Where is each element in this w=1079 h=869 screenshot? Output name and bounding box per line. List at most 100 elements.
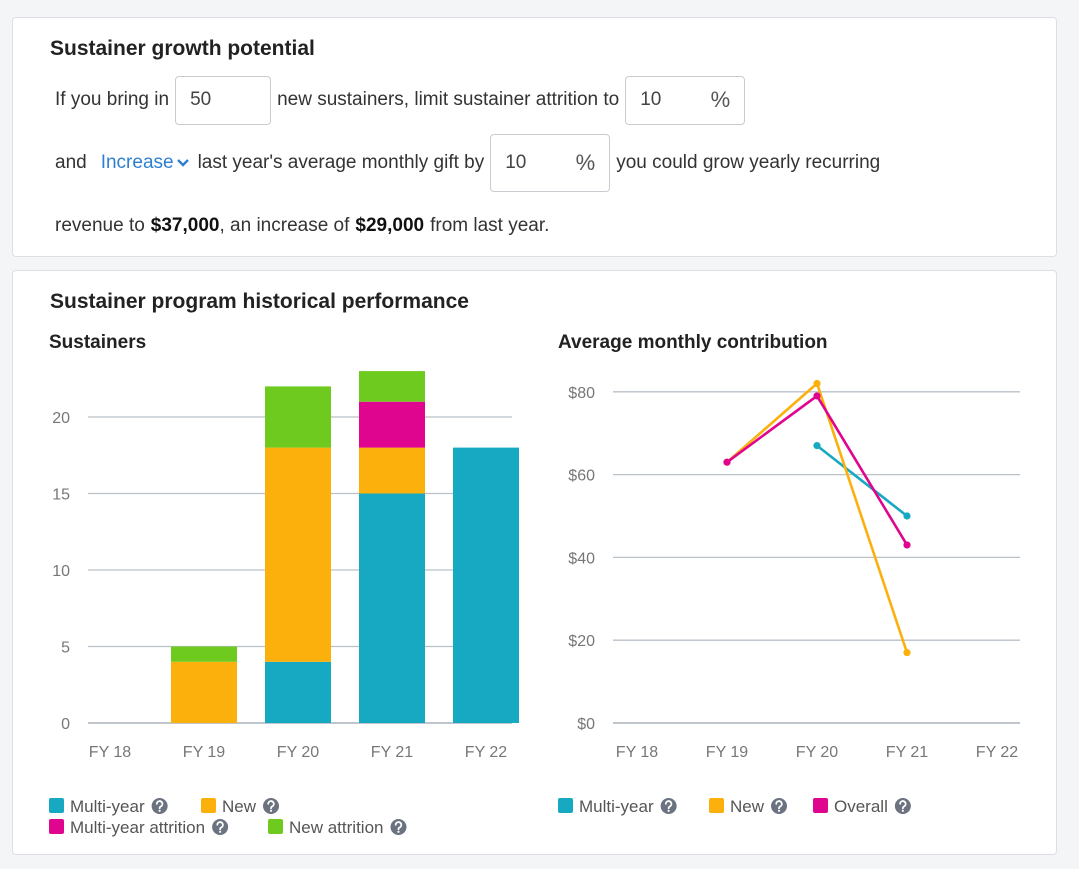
point <box>813 392 821 400</box>
chart-title: Average monthly contribution <box>558 332 828 353</box>
legend-swatch <box>813 798 828 813</box>
help-circle <box>151 798 168 814</box>
point <box>903 649 911 657</box>
help-icon[interactable] <box>771 798 788 814</box>
x-tick-label: FY 22 <box>976 744 1019 761</box>
y-tick-label: $40 <box>568 550 595 567</box>
text: revenue to <box>55 215 145 236</box>
help-icon[interactable] <box>894 798 911 814</box>
sentence-row: and Increase last year's average monthly… <box>55 134 886 192</box>
help-circle <box>390 819 407 835</box>
bar <box>265 447 331 662</box>
help-dot <box>269 809 273 812</box>
y-tick-label: $20 <box>568 633 595 650</box>
x-tick-label: FY 21 <box>371 744 414 761</box>
legend-label: New <box>730 797 765 816</box>
legend-swatch <box>709 798 724 813</box>
sentence-row: If you bring in 50 new sustainers, limit… <box>55 75 751 125</box>
input-value: 50 <box>190 89 212 110</box>
y-tick-label: $60 <box>568 468 595 485</box>
help-circle <box>894 798 911 814</box>
x-tick-label: FY 22 <box>465 744 508 761</box>
percent-input[interactable]: 10% <box>625 75 746 125</box>
y-tick-label: 20 <box>52 410 70 427</box>
unit: % <box>710 87 731 112</box>
increase-value: $29,000 <box>355 215 425 236</box>
help-dot <box>667 809 670 812</box>
number-input[interactable]: 50 <box>175 75 272 125</box>
legend-swatch <box>201 798 216 813</box>
dropdown-value: Increase <box>100 152 174 173</box>
text: from last year. <box>430 215 550 236</box>
bar <box>359 493 425 723</box>
unit: % <box>575 150 596 175</box>
y-tick-label: 0 <box>61 716 70 733</box>
text: , an increase of <box>219 215 350 236</box>
help-dot <box>777 809 781 812</box>
bar <box>171 646 237 662</box>
help-glyph <box>155 800 164 810</box>
legend-label: New attrition <box>289 818 383 837</box>
help-glyph <box>267 800 275 810</box>
y-tick-label: 5 <box>61 640 70 657</box>
revenue-value: $37,000 <box>150 215 220 236</box>
x-tick-label: FY 19 <box>706 744 749 761</box>
text: If you bring in <box>55 89 170 110</box>
bar <box>359 371 425 402</box>
help-icon[interactable] <box>660 798 677 814</box>
help-glyph <box>775 800 783 810</box>
percent-input[interactable]: 10% <box>490 134 611 192</box>
help-glyph <box>664 800 673 810</box>
chevron-icon <box>176 159 189 167</box>
y-tick-label: $0 <box>577 716 595 733</box>
legend-swatch <box>268 819 283 834</box>
line <box>816 444 908 518</box>
x-tick-label: FY 19 <box>183 744 226 761</box>
legend-label: Multi-year <box>70 797 145 816</box>
help-circle <box>660 798 677 814</box>
text: and <box>55 152 87 173</box>
x-tick-label: FY 21 <box>886 744 929 761</box>
help-icon[interactable] <box>263 798 280 814</box>
x-tick-label: FY 18 <box>616 744 659 761</box>
legend-swatch <box>49 798 64 813</box>
help-glyph <box>899 800 907 810</box>
help-icon[interactable] <box>212 819 229 835</box>
help-icon[interactable] <box>390 819 407 835</box>
card-title: Sustainer growth potential <box>50 37 315 60</box>
help-circle <box>212 819 229 835</box>
chart-title: Sustainers <box>49 332 146 353</box>
legend-label: Overall <box>834 797 888 816</box>
text: you could grow yearly recurring <box>616 152 881 173</box>
help-circle <box>263 798 280 814</box>
bar <box>453 447 519 723</box>
card-title: Sustainer program historical performance <box>50 290 469 313</box>
bar <box>359 401 425 448</box>
help-dot <box>158 809 161 812</box>
point <box>813 379 821 388</box>
bar <box>359 447 425 494</box>
history-card: Sustainer program historical performance <box>12 270 1057 855</box>
y-tick-label: $80 <box>568 385 595 402</box>
point <box>903 512 911 520</box>
direction-dropdown[interactable]: Increase <box>101 152 192 174</box>
help-dot <box>397 830 400 833</box>
sentence-row: revenue to $37,000, an increase of $29,000… <box>55 212 555 240</box>
help-glyph <box>394 821 403 831</box>
help-dot <box>219 830 222 833</box>
legend-label: Multi-year <box>579 797 654 816</box>
legend-swatch <box>558 798 573 813</box>
help-glyph <box>216 821 224 831</box>
help-circle <box>771 798 788 814</box>
help-dot <box>901 809 904 812</box>
x-tick-label: FY 20 <box>796 744 839 761</box>
y-tick-label: 10 <box>52 563 70 580</box>
line <box>726 381 909 654</box>
text: new sustainers, limit sustainer attritio… <box>277 89 620 110</box>
text: last year's average monthly gift by <box>197 152 485 173</box>
point <box>903 541 911 549</box>
legend-label: Multi-year attrition <box>70 818 205 837</box>
help-icon[interactable] <box>151 798 168 814</box>
